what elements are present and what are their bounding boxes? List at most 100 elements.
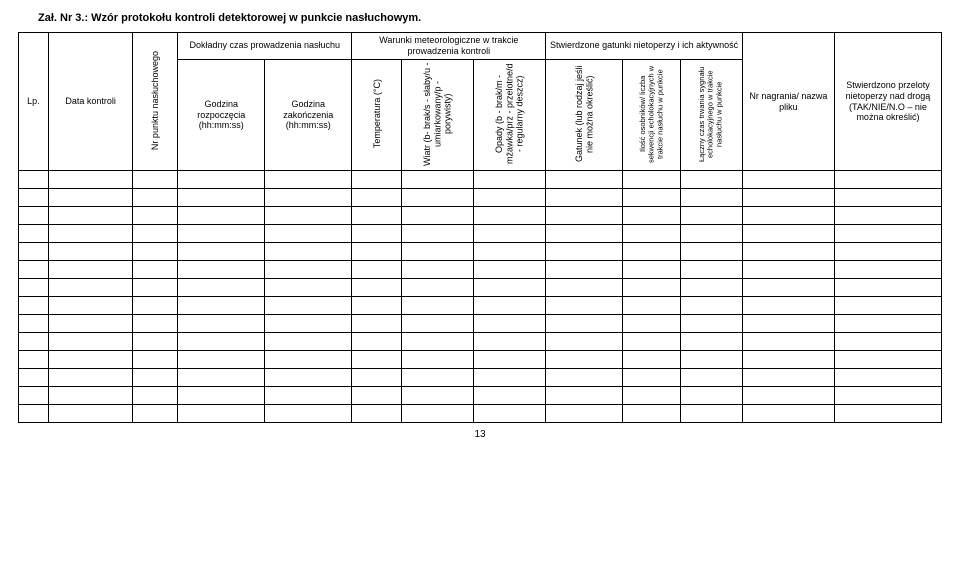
table-cell — [623, 189, 680, 207]
table-cell — [623, 243, 680, 261]
table-cell — [546, 405, 623, 423]
table-cell — [680, 369, 742, 387]
table-cell — [178, 189, 265, 207]
table-cell — [742, 279, 834, 297]
table-cell — [742, 261, 834, 279]
table-cell — [546, 189, 623, 207]
table-cell — [474, 189, 546, 207]
table-cell — [680, 171, 742, 189]
table-cell — [834, 171, 941, 189]
table-cell — [352, 171, 402, 189]
col-godz-zak: Godzina zakończenia (hh:mm:ss) — [265, 59, 352, 171]
table-cell — [834, 351, 941, 369]
table-cell — [352, 387, 402, 405]
table-cell — [623, 225, 680, 243]
table-cell — [178, 387, 265, 405]
table-cell — [742, 333, 834, 351]
table-cell — [680, 351, 742, 369]
table-cell — [834, 225, 941, 243]
table-cell — [48, 171, 133, 189]
table-cell — [474, 261, 546, 279]
table-cell — [474, 207, 546, 225]
table-cell — [546, 315, 623, 333]
table-cell — [834, 243, 941, 261]
table-cell — [402, 297, 474, 315]
col-nagrania: Nr nagrania/ nazwa pliku — [742, 33, 834, 171]
table-cell — [474, 315, 546, 333]
col-gatunek: Gatunek (lub rodzaj jeśli nie można okre… — [546, 59, 623, 171]
table-cell — [402, 387, 474, 405]
table-cell — [680, 297, 742, 315]
table-cell — [623, 333, 680, 351]
table-cell — [133, 405, 178, 423]
table-cell — [834, 387, 941, 405]
table-cell — [352, 297, 402, 315]
table-cell — [680, 189, 742, 207]
table-cell — [265, 351, 352, 369]
table-cell — [474, 351, 546, 369]
table-cell — [623, 405, 680, 423]
table-cell — [623, 315, 680, 333]
table-cell — [133, 369, 178, 387]
table-row — [19, 171, 942, 189]
colgroup-gatunki: Stwierdzone gatunki nietoperzy i ich akt… — [546, 33, 743, 60]
col-przeloty: Stwierdzono przeloty nietoperzy nad drog… — [834, 33, 941, 171]
table-cell — [48, 297, 133, 315]
table-cell — [742, 369, 834, 387]
table-cell — [352, 207, 402, 225]
table-cell — [48, 351, 133, 369]
table-cell — [19, 315, 49, 333]
table-cell — [352, 225, 402, 243]
table-cell — [178, 297, 265, 315]
table-cell — [742, 387, 834, 405]
table-cell — [352, 261, 402, 279]
table-cell — [19, 351, 49, 369]
table-cell — [19, 225, 49, 243]
table-cell — [623, 297, 680, 315]
table-cell — [680, 261, 742, 279]
table-row — [19, 405, 942, 423]
table-cell — [19, 297, 49, 315]
table-cell — [680, 243, 742, 261]
table-cell — [546, 297, 623, 315]
table-cell — [623, 387, 680, 405]
table-cell — [178, 171, 265, 189]
col-temperatura: Temperatura (°C) — [352, 59, 402, 171]
table-cell — [402, 261, 474, 279]
table-cell — [19, 405, 49, 423]
table-cell — [178, 351, 265, 369]
colgroup-warunki: Warunki meteorologiczne w trakcie prowad… — [352, 33, 546, 60]
table-cell — [352, 243, 402, 261]
table-cell — [48, 261, 133, 279]
table-cell — [834, 315, 941, 333]
table-cell — [265, 279, 352, 297]
table-cell — [178, 405, 265, 423]
table-cell — [834, 261, 941, 279]
col-ilosc: Ilość osobników/ liczba sekwencji echolo… — [623, 59, 680, 171]
table-cell — [265, 315, 352, 333]
table-cell — [402, 351, 474, 369]
table-cell — [19, 369, 49, 387]
table-cell — [474, 369, 546, 387]
table-row — [19, 243, 942, 261]
table-cell — [19, 279, 49, 297]
table-cell — [352, 351, 402, 369]
table-cell — [265, 243, 352, 261]
page-number: 13 — [18, 429, 942, 440]
table-cell — [680, 333, 742, 351]
colgroup-czas: Dokładny czas prowadzenia nasłuchu — [178, 33, 352, 60]
table-cell — [834, 279, 941, 297]
table-cell — [19, 171, 49, 189]
table-cell — [680, 405, 742, 423]
table-cell — [19, 261, 49, 279]
table-cell — [265, 297, 352, 315]
table-cell — [48, 243, 133, 261]
table-cell — [178, 369, 265, 387]
table-cell — [742, 207, 834, 225]
table-cell — [834, 297, 941, 315]
table-cell — [402, 315, 474, 333]
table-cell — [48, 315, 133, 333]
table-cell — [178, 279, 265, 297]
table-cell — [546, 369, 623, 387]
col-nr-punktu: Nr punktu nasłuchowego — [133, 33, 178, 171]
